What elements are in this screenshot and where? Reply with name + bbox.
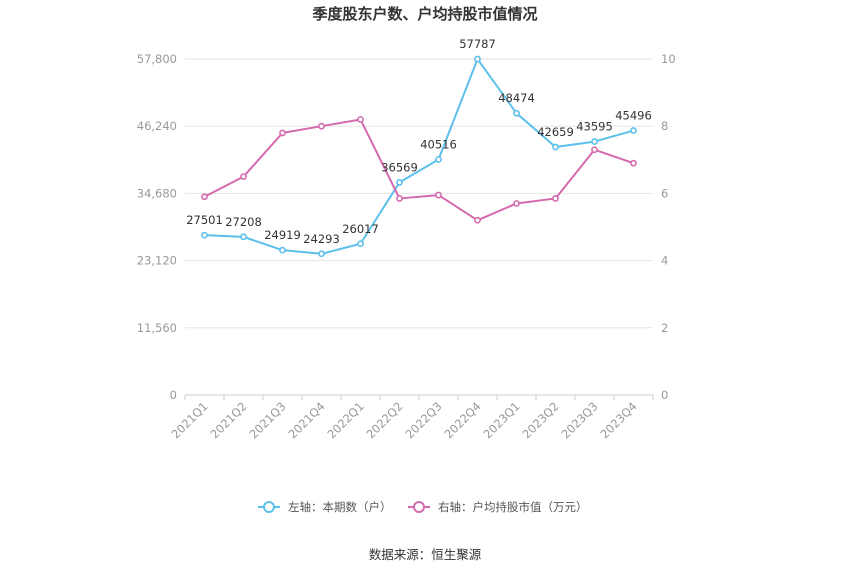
data-point — [357, 240, 364, 248]
data-point — [318, 122, 325, 130]
data-point — [513, 200, 520, 207]
legend-swatch-marker — [413, 501, 425, 513]
y-right-tick-label: 6 — [661, 186, 668, 200]
x-tick-label: 2022Q3 — [402, 399, 444, 441]
legend-swatch-marker — [263, 501, 275, 513]
source-note: 数据来源：恒生聚源 — [369, 547, 482, 562]
y-left-tick-label: 57,800 — [137, 52, 177, 66]
y-right-tick-label: 2 — [661, 321, 668, 335]
series-layer — [201, 55, 637, 258]
x-tick-label: 2021Q2 — [207, 399, 249, 441]
axis-layer: 0 11,560 23,120 34,680 46,240 57,800 0 2 4 6 8 10 20… — [137, 52, 676, 441]
x-tick-label: 2023Q2 — [519, 399, 561, 441]
data-point — [240, 173, 247, 180]
data-label: 43595 — [576, 120, 613, 134]
series-line-0 — [204, 58, 634, 255]
x-tick-label: 2021Q1 — [168, 399, 210, 441]
data-point — [396, 195, 403, 202]
legend-item-right-series[interactable]: 右轴：户均持股市值（万元） — [408, 500, 588, 514]
data-point — [435, 191, 442, 199]
chart-title: 季度股东户数、户均持股市值情况 — [312, 5, 537, 23]
data-label: 24919 — [264, 228, 301, 242]
data-label: 36569 — [381, 160, 418, 174]
data-label: 27501 — [186, 213, 223, 227]
data-label: 40516 — [420, 137, 457, 151]
x-tick-label: 2021Q3 — [246, 399, 288, 441]
legend-label-right-series: 右轴：户均持股市值（万元） — [438, 500, 588, 514]
x-tick-label: 2023Q4 — [597, 399, 639, 441]
data-point — [279, 246, 286, 254]
data-point — [513, 109, 520, 117]
y-right-tick-label: 0 — [661, 388, 668, 402]
data-label: 24293 — [303, 232, 340, 246]
data-point — [279, 129, 286, 137]
y-left-tick-label: 11,560 — [137, 321, 177, 335]
data-label: 26017 — [342, 222, 379, 236]
data-point — [318, 250, 325, 258]
y-left-tick-label: 0 — [170, 388, 177, 402]
data-point — [591, 146, 598, 154]
x-tick-label: 2023Q3 — [558, 399, 600, 441]
data-label: 48474 — [498, 91, 535, 105]
y-left-tick-label: 23,120 — [137, 254, 177, 268]
data-point — [201, 193, 208, 201]
data-point — [435, 156, 442, 163]
x-tick-label: 2022Q4 — [441, 399, 483, 441]
legend[interactable]: 左轴：本期数（户） 右轴：户均持股市值（万元） — [258, 500, 588, 514]
data-label: 57787 — [459, 37, 496, 51]
legend-item-left-series[interactable]: 左轴：本期数（户） — [258, 500, 392, 514]
data-point — [630, 159, 637, 167]
data-point — [396, 179, 403, 186]
data-label: 27208 — [225, 215, 262, 229]
series-line-1 — [204, 118, 634, 222]
x-tick-label: 2021Q4 — [285, 399, 327, 441]
data-point — [591, 138, 598, 145]
x-tick-label: 2023Q1 — [480, 399, 522, 441]
data-label: 45496 — [615, 109, 652, 123]
x-tick-label: 2022Q2 — [363, 399, 405, 441]
data-point — [630, 127, 637, 134]
y-left-tick-label: 46,240 — [137, 119, 177, 133]
data-point — [357, 116, 364, 123]
y-left-tick-label: 34,680 — [137, 186, 177, 200]
x-tick-label: 2022Q1 — [324, 399, 366, 441]
data-point — [474, 216, 481, 224]
data-point — [552, 195, 559, 202]
y-right-tick-label: 4 — [661, 254, 668, 268]
data-point — [240, 233, 247, 241]
data-label: 42659 — [537, 125, 574, 139]
data-point — [552, 143, 559, 151]
y-right-tick-label: 8 — [661, 119, 668, 133]
y-right-tick-label: 10 — [661, 52, 676, 66]
data-point — [474, 55, 481, 63]
legend-label-left-series: 左轴：本期数（户） — [288, 500, 392, 514]
data-point — [201, 231, 208, 239]
